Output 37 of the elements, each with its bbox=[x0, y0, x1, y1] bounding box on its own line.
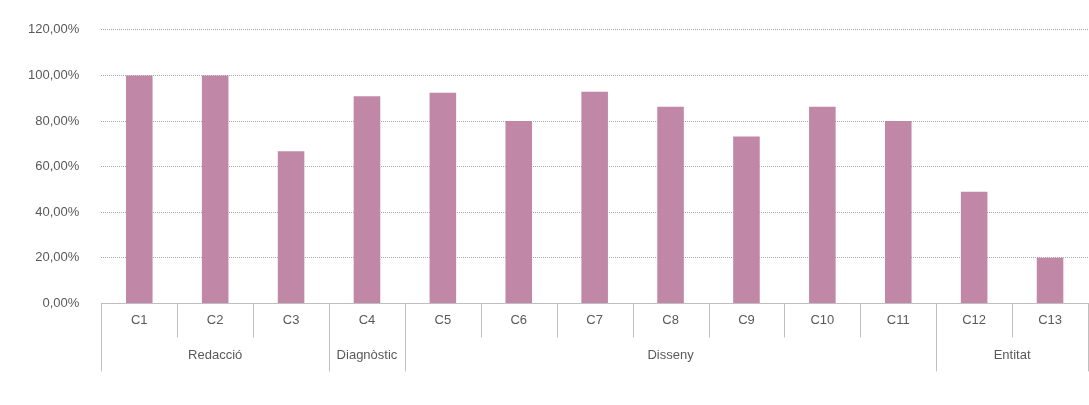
x-tick-label: C2 bbox=[206, 311, 224, 327]
bar bbox=[429, 92, 457, 303]
bar bbox=[505, 121, 533, 303]
text: Redacció bbox=[188, 346, 243, 362]
bar bbox=[353, 96, 381, 303]
x-tick-label: C4 bbox=[358, 311, 376, 327]
x-tick-label: C8 bbox=[662, 311, 679, 327]
bar bbox=[277, 151, 305, 303]
x-tick-label: C7 bbox=[586, 311, 603, 327]
x-tick-label: C1 bbox=[130, 311, 148, 327]
bar bbox=[581, 91, 608, 303]
bar bbox=[884, 121, 912, 303]
x-tick-label: C13 bbox=[1038, 311, 1062, 327]
bar bbox=[657, 106, 684, 303]
bar bbox=[733, 136, 760, 303]
bar bbox=[960, 191, 988, 303]
y-tick-label: 80,00% bbox=[35, 112, 80, 128]
text: Entitat bbox=[993, 346, 1031, 362]
bar bbox=[125, 75, 153, 303]
x-tick-label: C12 bbox=[962, 311, 987, 327]
text: Disseny bbox=[647, 346, 695, 362]
y-tick-label: 20,00% bbox=[35, 249, 80, 265]
y-tick-label: 60,00% bbox=[35, 158, 80, 174]
bar bbox=[1036, 257, 1064, 303]
y-tick-label: 0,00% bbox=[42, 294, 80, 310]
bar bbox=[201, 75, 229, 303]
x-tick-label: C9 bbox=[738, 311, 755, 327]
x-tick-label: C11 bbox=[886, 311, 910, 327]
text: Diagnòstic bbox=[336, 346, 398, 362]
x-tick-label: C3 bbox=[282, 311, 300, 327]
bar bbox=[809, 106, 836, 303]
y-tick-label: 100,00% bbox=[27, 66, 80, 82]
x-tick-label: C6 bbox=[510, 311, 528, 327]
x-tick-label: C5 bbox=[434, 311, 452, 327]
x-tick-label: C10 bbox=[810, 311, 835, 327]
y-tick-label: 120,00% bbox=[27, 21, 80, 37]
y-tick-label: 40,00% bbox=[35, 203, 80, 219]
